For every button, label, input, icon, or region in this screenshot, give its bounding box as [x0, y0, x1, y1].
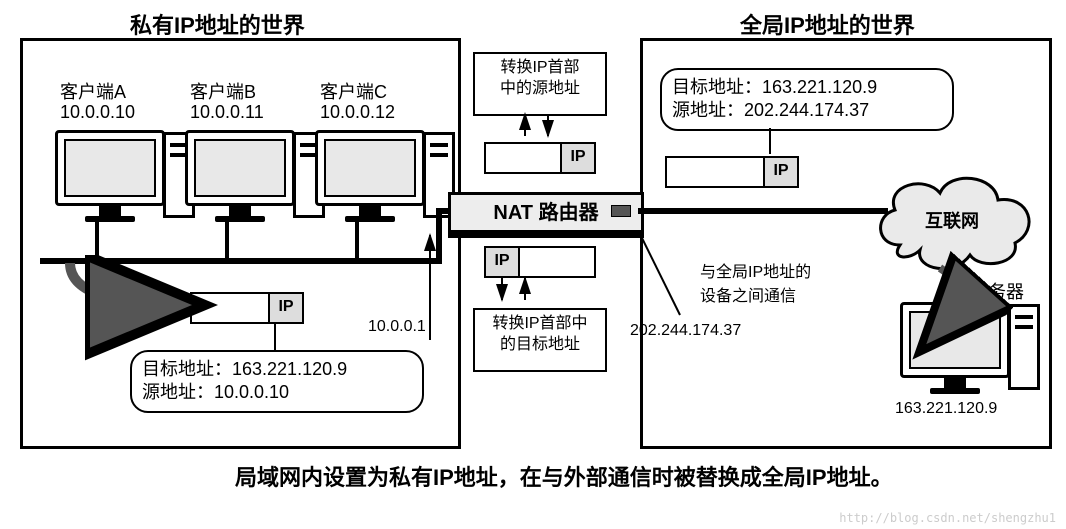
- glob-bubble-dst-val: 163.221.120.9: [762, 77, 877, 97]
- client-a-ip: 10.0.0.10: [60, 102, 135, 123]
- watermark: http://blog.csdn.net/shengzhu1: [839, 511, 1056, 525]
- global-packet-bubble: 目标地址：163.221.120.9 源地址：202.244.174.37: [660, 68, 954, 131]
- cloud-label: 互联网: [925, 207, 979, 233]
- wan-line: [638, 208, 888, 214]
- translate-src-label: 转换IP首部 中的源地址: [500, 59, 580, 97]
- private-packet-bubble: 目标地址：163.221.120.9 源地址：10.0.0.10: [130, 350, 424, 413]
- lan-drop-a: [95, 222, 99, 260]
- private-packet-ip-label: IP: [270, 294, 302, 322]
- diagram-caption: 局域网内设置为私有IP地址，在与外部通信时被替换成全局IP地址。: [235, 460, 893, 492]
- translate-src-box: 转换IP首部 中的源地址: [473, 52, 607, 116]
- global-packet: IP: [665, 156, 799, 188]
- lan-to-router-v: [436, 208, 442, 264]
- center-top-packet: IP: [484, 142, 596, 174]
- diagram-canvas: 私有IP地址的世界 全局IP地址的世界 客户端A 10.0.0.10 客户端B …: [0, 0, 1066, 529]
- private-packet: IP: [190, 292, 304, 324]
- global-note: 与全局IP地址的 设备之间通信: [700, 258, 811, 306]
- priv-bubble-dst-val: 163.221.120.9: [232, 359, 347, 379]
- center-bot-packet-ip-label: IP: [486, 248, 520, 276]
- server-computer: [900, 302, 1010, 394]
- center-top-packet-ip-label: IP: [562, 144, 594, 172]
- client-b-computer: [185, 130, 295, 222]
- global-packet-ip-label: IP: [765, 158, 797, 186]
- priv-bubble-dst-label: 目标地址：: [142, 359, 232, 379]
- gateway-ip: 10.0.0.1: [368, 318, 426, 336]
- translate-dst-label: 转换IP首部中 的目标地址: [492, 315, 587, 353]
- priv-bubble-src-val: 10.0.0.10: [214, 382, 289, 402]
- server-ip: 163.221.120.9: [895, 400, 997, 418]
- nat-external-ip: 202.244.174.37: [630, 322, 741, 340]
- priv-bubble-src-label: 源地址：: [142, 382, 214, 402]
- private-zone-title: 私有IP地址的世界: [130, 8, 305, 40]
- glob-bubble-dst-label: 目标地址：: [672, 77, 762, 97]
- router-bottom-shadow: [448, 230, 644, 238]
- client-c-name: 客户端C: [320, 78, 387, 104]
- lan-drop-c: [355, 222, 359, 260]
- nat-router-label: NAT 路由器: [493, 202, 598, 224]
- translate-dst-box: 转换IP首部中 的目标地址: [473, 308, 607, 372]
- server-label: 服务器: [970, 278, 1024, 304]
- global-zone-title: 全局IP地址的世界: [740, 8, 915, 40]
- client-b-ip: 10.0.0.11: [190, 102, 264, 123]
- client-c-ip: 10.0.0.12: [320, 102, 395, 123]
- lan-drop-b: [225, 222, 229, 260]
- client-a-name: 客户端A: [60, 78, 126, 104]
- client-b-name: 客户端B: [190, 78, 256, 104]
- client-a-computer: [55, 130, 165, 222]
- glob-bubble-src-label: 源地址：: [672, 100, 744, 120]
- internet-cloud: 互联网: [870, 165, 1040, 275]
- lan-bus: [40, 258, 440, 264]
- center-bot-packet: IP: [484, 246, 596, 278]
- client-c-computer: [315, 130, 425, 222]
- glob-bubble-src-val: 202.244.174.37: [744, 100, 869, 120]
